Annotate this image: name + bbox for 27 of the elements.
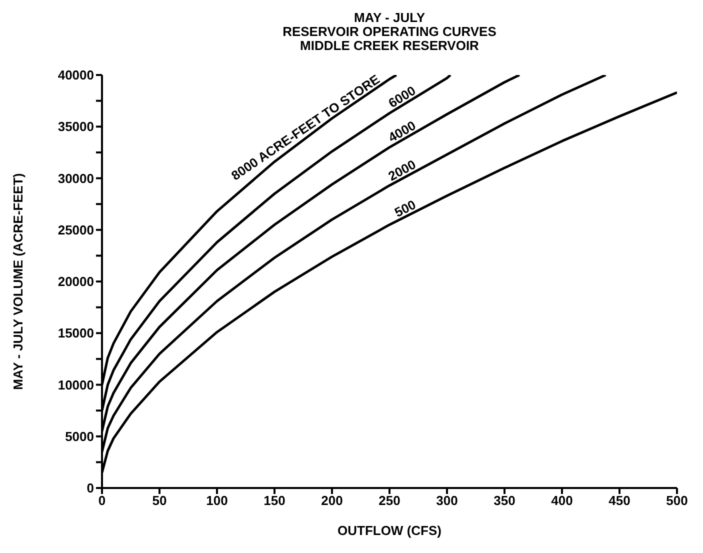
y-tick-label: 0 <box>86 480 94 496</box>
x-tick-label: 200 <box>321 493 343 508</box>
x-tick-label: 450 <box>608 493 630 508</box>
x-axis-title: OUTFLOW (CFS) <box>338 523 442 538</box>
x-tick-label: 100 <box>206 493 228 508</box>
y-axis-title: MAY - JULY VOLUME (ACRE-FEET) <box>10 173 26 390</box>
text: 2000 <box>386 156 418 184</box>
x-tick-label: 50 <box>152 493 167 508</box>
x-tick-label: 400 <box>551 493 573 508</box>
y-tick-label: 15000 <box>58 326 94 341</box>
text: 500 <box>392 196 418 220</box>
x-tick-label: 500 <box>666 493 688 508</box>
y-tick-label: 5000 <box>65 428 94 444</box>
y-tick-label: 20000 <box>58 274 94 290</box>
y-tick-label: 10000 <box>58 377 94 392</box>
x-tick-label: 150 <box>264 493 286 508</box>
x-tick-label: 250 <box>378 493 400 508</box>
chart-title: MAY - JULY RESERVOIR OPERATING CURVES MIDDLE CREEK RESERVOIR <box>282 10 497 53</box>
y-tick-label: 40000 <box>58 68 94 83</box>
y-tick-label: 35000 <box>58 119 94 134</box>
y-tick-label: 25000 <box>58 222 94 238</box>
x-tick-label: 0 <box>98 493 106 508</box>
text: 4000 <box>386 118 418 146</box>
text: 6000 <box>386 82 418 111</box>
x-tick-label: 300 <box>436 493 458 508</box>
x-tick-label: 350 <box>494 493 516 508</box>
y-tick-label: 30000 <box>58 170 94 186</box>
